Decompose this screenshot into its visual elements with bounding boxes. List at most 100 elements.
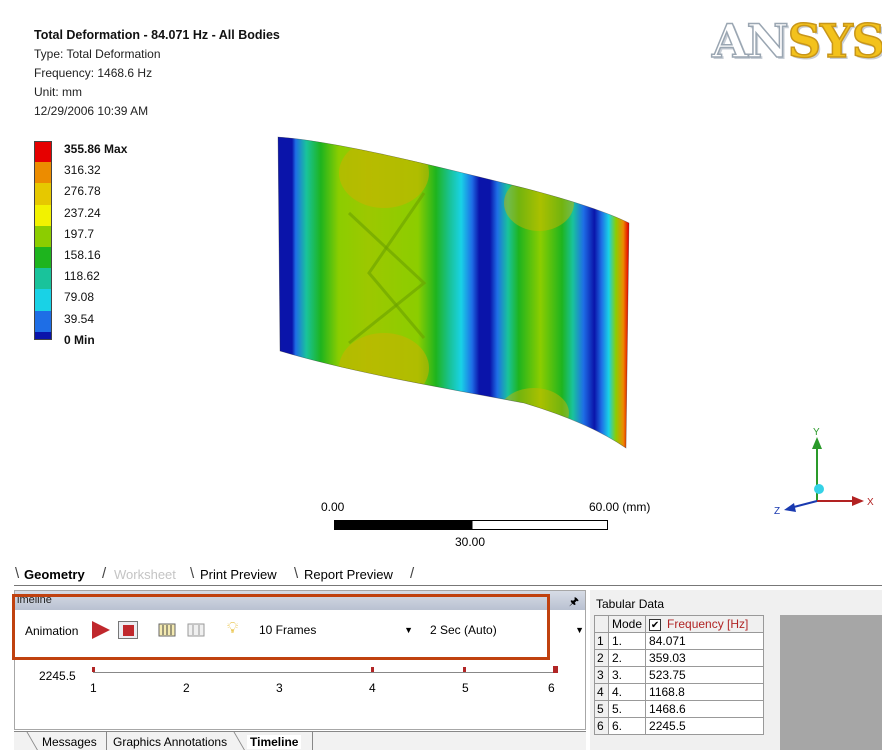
- mode-cell: 2.: [609, 650, 646, 667]
- scale-bar-mid: 30.00: [455, 535, 485, 549]
- mode-cell: 5.: [609, 701, 646, 718]
- legend-swatch: [34, 332, 52, 340]
- timeline-tick-label: 2: [183, 681, 190, 695]
- scale-bar-end: 60.00 (mm): [589, 500, 650, 514]
- legend-row: 0 Min: [34, 332, 127, 353]
- tab-geometry[interactable]: Geometry: [24, 567, 85, 582]
- ansys-logo: ANSYS: [712, 14, 882, 68]
- timeline-value: 2245.5: [39, 669, 76, 683]
- chevron-down-icon: ▼: [575, 621, 584, 639]
- animation-controls-highlight: [12, 594, 550, 660]
- tabular-empty-area: [780, 615, 882, 750]
- frequency-cell: 1168.8: [646, 684, 764, 701]
- timeline-tick-label: 4: [369, 681, 376, 695]
- legend-label: 39.54: [64, 312, 94, 326]
- legend-label: 79.08: [64, 290, 94, 304]
- timeline-marker[interactable]: [92, 667, 95, 672]
- scale-bar-start: 0.00: [321, 500, 344, 514]
- view-tabs: \ Geometry / Worksheet \ Print Preview \…: [14, 564, 882, 586]
- row-number: 6: [595, 718, 609, 735]
- legend-label: 158.16: [64, 248, 101, 262]
- legend-label: 276.78: [64, 184, 101, 198]
- contour-legend: 355.86 Max 316.32 276.78 237.24 197.7 158.16 1…: [34, 141, 127, 353]
- legend-row: 237.24: [34, 205, 127, 226]
- legend-row: 197.7: [34, 226, 127, 247]
- mode-cell: 1.: [609, 633, 646, 650]
- pin-icon[interactable]: 🖈︎: [569, 593, 579, 612]
- legend-label: 237.24: [64, 206, 101, 220]
- timeline-current-marker[interactable]: [553, 666, 558, 673]
- legend-row: 79.08: [34, 289, 127, 310]
- legend-label: 118.62: [64, 269, 100, 283]
- logo-part-sys: SYS: [788, 14, 882, 68]
- timeline-tick-label: 6: [548, 681, 555, 695]
- frequency-cell: 2245.5: [646, 718, 764, 735]
- axis-triad: Y X Z: [774, 423, 882, 523]
- timeline-marker[interactable]: [463, 667, 466, 672]
- table-row[interactable]: 2 2. 359.03: [595, 650, 764, 667]
- legend-swatch: [34, 183, 52, 204]
- legend-swatch: [34, 226, 52, 247]
- triad-x-label: X: [867, 497, 874, 508]
- legend-swatch: [34, 268, 52, 289]
- timeline-marker[interactable]: [371, 667, 374, 672]
- timeline-track[interactable]: 2245.5 1 2 3 4 5 6: [15, 663, 587, 703]
- table-row[interactable]: 4 4. 1168.8: [595, 684, 764, 701]
- timeline-tick-label: 3: [276, 681, 283, 695]
- scale-bar-graphic: [334, 520, 608, 530]
- tab-timeline[interactable]: Timeline: [247, 735, 301, 749]
- legend-label: 0 Min: [64, 333, 95, 347]
- row-number: 2: [595, 650, 609, 667]
- frequency-cell: 84.071: [646, 633, 764, 650]
- deformed-body-contour: [274, 133, 654, 458]
- row-number: 4: [595, 684, 609, 701]
- column-header-mode[interactable]: Mode: [609, 616, 646, 633]
- tab-graphics-annotations[interactable]: Graphics Annotations: [113, 735, 227, 749]
- legend-label: 316.32: [64, 163, 101, 177]
- row-number: 1: [595, 633, 609, 650]
- mode-cell: 6.: [609, 718, 646, 735]
- tab-messages[interactable]: Messages: [42, 735, 97, 749]
- tab-report-preview[interactable]: Report Preview: [304, 567, 393, 582]
- column-header-frequency[interactable]: ✔ Frequency [Hz]: [646, 616, 764, 633]
- legend-swatch: [34, 205, 52, 226]
- result-timestamp: 12/29/2006 10:39 AM: [34, 102, 280, 121]
- checkbox-icon[interactable]: ✔: [649, 619, 661, 631]
- timeline-tick-label: 5: [462, 681, 469, 695]
- tab-worksheet[interactable]: Worksheet: [114, 567, 176, 582]
- table-row[interactable]: 5 5. 1468.6: [595, 701, 764, 718]
- frequency-table: Mode ✔ Frequency [Hz] 1 1. 84.071 2 2. 359.03 3…: [594, 615, 764, 735]
- legend-swatch: [34, 289, 52, 310]
- tabular-data-title: Tabular Data: [596, 597, 664, 611]
- table-row[interactable]: 6 6. 2245.5: [595, 718, 764, 735]
- frequency-cell: 359.03: [646, 650, 764, 667]
- legend-label: 355.86 Max: [64, 142, 127, 156]
- legend-row: 39.54: [34, 311, 127, 332]
- result-unit: Unit: mm: [34, 83, 280, 102]
- legend-row: 158.16: [34, 247, 127, 268]
- logo-part-an: AN: [712, 14, 788, 68]
- legend-swatch: [34, 141, 52, 162]
- triad-z-label: Z: [774, 506, 780, 517]
- graphics-viewport[interactable]: Total Deformation - 84.071 Hz - All Bodi…: [14, 8, 882, 561]
- result-info: Total Deformation - 84.071 Hz - All Bodi…: [34, 26, 280, 121]
- table-row[interactable]: 1 1. 84.071: [595, 633, 764, 650]
- legend-row: 118.62: [34, 268, 127, 289]
- frequency-cell: 1468.6: [646, 701, 764, 718]
- table-row[interactable]: 3 3. 523.75: [595, 667, 764, 684]
- result-type: Type: Total Deformation: [34, 45, 280, 64]
- mode-cell: 4.: [609, 684, 646, 701]
- legend-row: 316.32: [34, 162, 127, 183]
- row-number: 5: [595, 701, 609, 718]
- legend-row: 276.78: [34, 183, 127, 204]
- mode-cell: 3.: [609, 667, 646, 684]
- bottom-tabs: Messages Graphics Annotations Timeline: [14, 731, 586, 750]
- legend-swatch: [34, 162, 52, 183]
- tabular-data-panel: Tabular Data Mode ✔ Frequency [Hz] 1 1. 84.…: [590, 590, 882, 750]
- row-number: 3: [595, 667, 609, 684]
- result-frequency: Frequency: 1468.6 Hz: [34, 64, 280, 83]
- tab-print-preview[interactable]: Print Preview: [200, 567, 277, 582]
- scale-bar: 0.00 60.00 (mm) 30.00: [321, 500, 651, 550]
- timeline-tick-label: 1: [90, 681, 97, 695]
- legend-swatch: [34, 311, 52, 332]
